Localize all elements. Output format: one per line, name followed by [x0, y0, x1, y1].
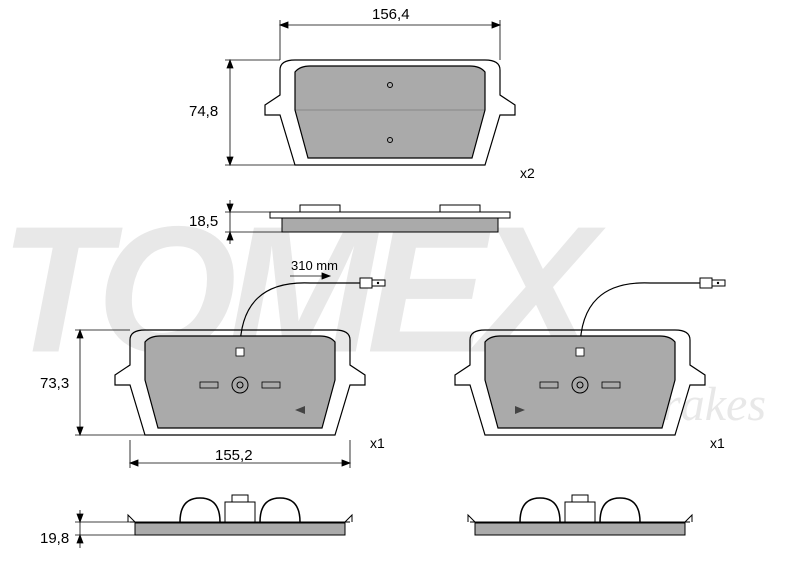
- dim-bottom-height: [75, 330, 145, 435]
- label-side-thick: 18,5: [189, 213, 218, 230]
- label-bottom-width: 155,2: [215, 447, 253, 464]
- top-pad: [265, 60, 515, 165]
- qty-bottom-right: x1: [710, 435, 725, 451]
- dim-top-height: [225, 60, 295, 165]
- clip-right: [468, 495, 692, 535]
- dim-side-thick: [225, 200, 282, 244]
- side-view: [270, 205, 510, 232]
- label-bottom-height: 73,3: [40, 375, 69, 392]
- clip-left: [128, 495, 352, 535]
- dim-top-width: [280, 20, 500, 60]
- bottom-right-pad: [455, 278, 725, 435]
- label-bottom-thick: 19,8: [40, 530, 69, 547]
- bottom-left-pad: [115, 273, 385, 435]
- label-wire-length: 310 mm: [291, 258, 338, 273]
- qty-bottom-left: x1: [370, 435, 385, 451]
- qty-top: x2: [520, 165, 535, 181]
- dim-bottom-thick: [75, 510, 135, 548]
- label-top-height: 74,8: [189, 103, 218, 120]
- label-top-width: 156,4: [372, 6, 410, 23]
- diagram-svg: [0, 0, 786, 580]
